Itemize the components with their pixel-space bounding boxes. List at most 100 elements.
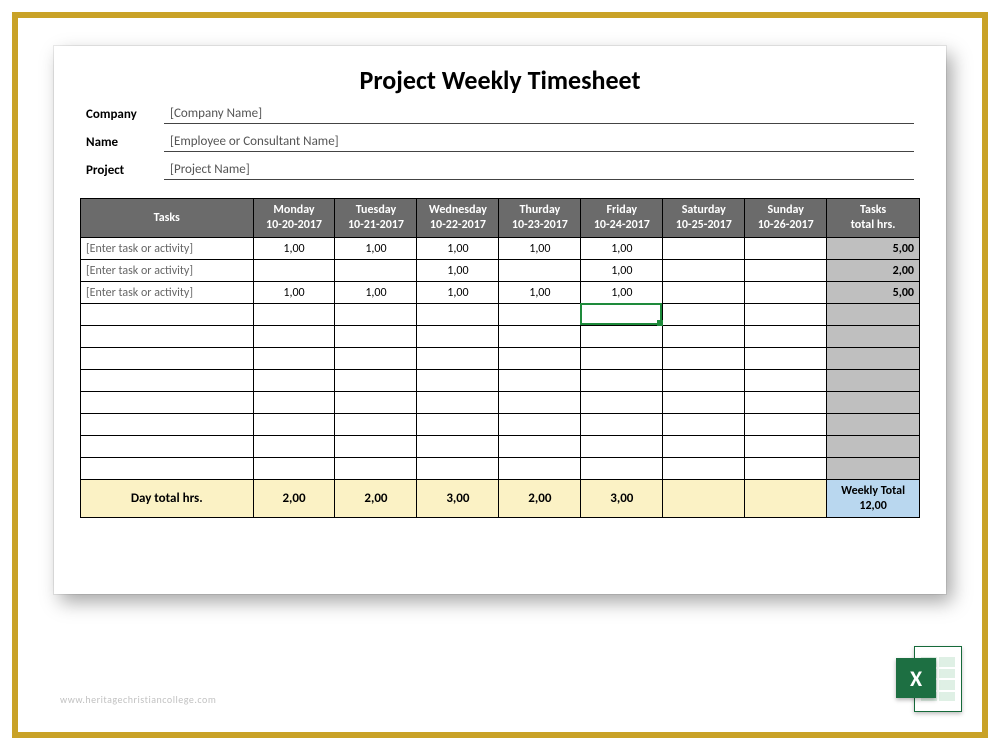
hour-cell[interactable] <box>663 436 745 458</box>
hour-cell[interactable] <box>417 326 499 348</box>
hour-cell[interactable] <box>499 458 581 480</box>
hour-cell[interactable] <box>499 414 581 436</box>
hour-cell[interactable] <box>417 414 499 436</box>
hour-cell[interactable] <box>417 348 499 370</box>
hour-cell[interactable] <box>335 392 417 414</box>
hour-cell[interactable]: 1,00 <box>499 282 581 304</box>
hour-cell[interactable]: 1,00 <box>253 282 335 304</box>
hour-cell[interactable]: 1,00 <box>417 282 499 304</box>
timesheet-table: TasksMonday10-20-2017Tuesday10-21-2017We… <box>80 198 920 518</box>
hour-cell[interactable] <box>499 304 581 326</box>
hour-cell[interactable] <box>335 458 417 480</box>
hour-cell[interactable] <box>499 326 581 348</box>
hour-cell[interactable]: 1,00 <box>581 260 663 282</box>
hour-cell[interactable] <box>253 436 335 458</box>
hour-cell[interactable] <box>335 436 417 458</box>
hour-cell[interactable] <box>253 304 335 326</box>
hour-cell[interactable] <box>499 260 581 282</box>
hour-cell[interactable] <box>581 414 663 436</box>
task-cell[interactable]: [Enter task or activity] <box>81 260 254 282</box>
task-cell[interactable]: [Enter task or activity] <box>81 282 254 304</box>
hour-cell[interactable] <box>499 392 581 414</box>
meta-row-company: Company [Company Name] <box>86 106 914 124</box>
hour-cell[interactable] <box>745 392 827 414</box>
hour-cell[interactable] <box>745 260 827 282</box>
task-cell[interactable]: [Enter task or activity] <box>81 238 254 260</box>
hour-cell[interactable] <box>253 348 335 370</box>
hour-cell[interactable] <box>499 348 581 370</box>
task-cell[interactable] <box>81 458 254 480</box>
name-field[interactable]: [Employee or Consultant Name] <box>164 134 914 152</box>
hour-cell[interactable] <box>745 414 827 436</box>
col-header-day: Wednesday10-22-2017 <box>417 199 499 238</box>
hour-cell[interactable] <box>663 238 745 260</box>
hour-cell[interactable] <box>335 260 417 282</box>
hour-cell[interactable] <box>417 458 499 480</box>
name-label: Name <box>86 135 164 152</box>
task-cell[interactable] <box>81 304 254 326</box>
col-header-day: Monday10-20-2017 <box>253 199 335 238</box>
hour-cell[interactable] <box>745 282 827 304</box>
hour-cell[interactable] <box>253 326 335 348</box>
hour-cell[interactable] <box>663 282 745 304</box>
hour-cell[interactable] <box>663 370 745 392</box>
hour-cell[interactable] <box>253 260 335 282</box>
hour-cell[interactable] <box>581 370 663 392</box>
hour-cell[interactable] <box>417 392 499 414</box>
hour-cell[interactable] <box>335 370 417 392</box>
table-row <box>81 458 920 480</box>
hour-cell[interactable] <box>335 326 417 348</box>
hour-cell[interactable] <box>581 304 663 326</box>
company-field[interactable]: [Company Name] <box>164 106 914 124</box>
hour-cell[interactable] <box>417 436 499 458</box>
hour-cell[interactable] <box>663 392 745 414</box>
hour-cell[interactable] <box>745 238 827 260</box>
hour-cell[interactable] <box>253 414 335 436</box>
hour-cell[interactable]: 1,00 <box>581 238 663 260</box>
project-field[interactable]: [Project Name] <box>164 162 914 180</box>
hour-cell[interactable] <box>663 414 745 436</box>
task-cell[interactable] <box>81 348 254 370</box>
hour-cell[interactable] <box>335 304 417 326</box>
hour-cell[interactable] <box>335 414 417 436</box>
hour-cell[interactable]: 1,00 <box>581 282 663 304</box>
hour-cell[interactable] <box>745 304 827 326</box>
hour-cell[interactable] <box>335 348 417 370</box>
hour-cell[interactable]: 1,00 <box>417 260 499 282</box>
hour-cell[interactable] <box>581 326 663 348</box>
col-header-day: Thurday10-23-2017 <box>499 199 581 238</box>
hour-cell[interactable] <box>745 326 827 348</box>
hour-cell[interactable] <box>253 392 335 414</box>
hour-cell[interactable]: 1,00 <box>253 238 335 260</box>
task-cell[interactable] <box>81 436 254 458</box>
hour-cell[interactable]: 1,00 <box>335 238 417 260</box>
hour-cell[interactable] <box>745 370 827 392</box>
hour-cell[interactable] <box>581 348 663 370</box>
hour-cell[interactable] <box>663 304 745 326</box>
task-cell[interactable] <box>81 414 254 436</box>
hour-cell[interactable] <box>663 326 745 348</box>
hour-cell[interactable] <box>499 370 581 392</box>
hour-cell[interactable] <box>253 370 335 392</box>
task-total-cell <box>827 458 920 480</box>
hour-cell[interactable] <box>745 436 827 458</box>
table-row: [Enter task or activity]1,001,001,001,00… <box>81 282 920 304</box>
task-cell[interactable] <box>81 326 254 348</box>
hour-cell[interactable] <box>745 458 827 480</box>
task-cell[interactable] <box>81 370 254 392</box>
task-cell[interactable] <box>81 392 254 414</box>
hour-cell[interactable] <box>499 436 581 458</box>
hour-cell[interactable] <box>417 370 499 392</box>
hour-cell[interactable] <box>417 304 499 326</box>
hour-cell[interactable] <box>581 392 663 414</box>
hour-cell[interactable] <box>663 260 745 282</box>
hour-cell[interactable] <box>581 458 663 480</box>
hour-cell[interactable]: 1,00 <box>499 238 581 260</box>
hour-cell[interactable]: 1,00 <box>417 238 499 260</box>
hour-cell[interactable] <box>253 458 335 480</box>
hour-cell[interactable] <box>663 348 745 370</box>
hour-cell[interactable] <box>663 458 745 480</box>
hour-cell[interactable] <box>581 436 663 458</box>
hour-cell[interactable]: 1,00 <box>335 282 417 304</box>
hour-cell[interactable] <box>745 348 827 370</box>
